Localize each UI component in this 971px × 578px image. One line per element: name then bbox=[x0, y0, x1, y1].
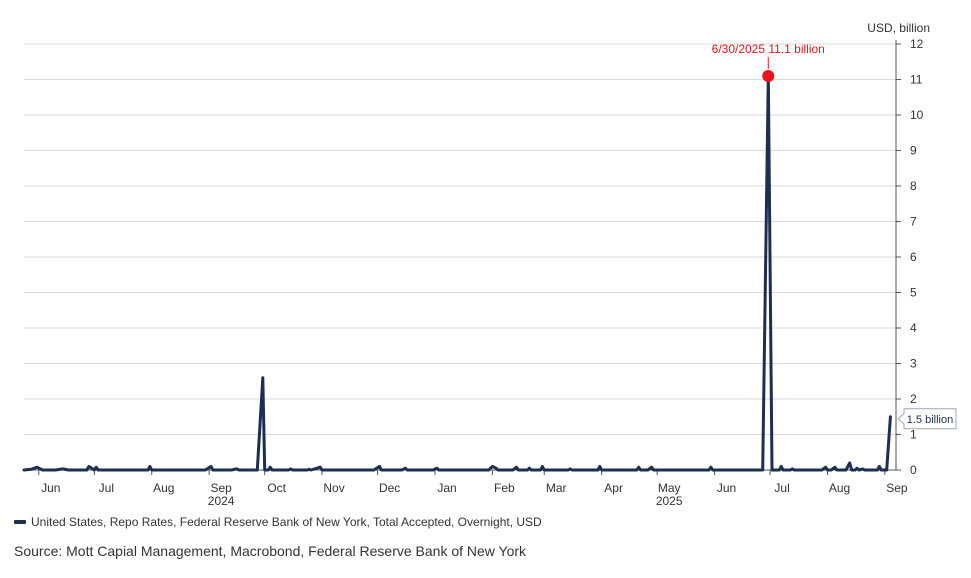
x-tick-label: Jun bbox=[717, 481, 736, 495]
value-callout: 1.5 billion bbox=[907, 414, 953, 426]
y-tick-label: 3 bbox=[910, 357, 917, 371]
y-tick-label: 5 bbox=[910, 286, 917, 300]
x-year-label: 2024 bbox=[208, 494, 235, 508]
legend-label: United States, Repo Rates, Federal Reser… bbox=[31, 515, 542, 529]
source-note: Source: Mott Capial Management, Macrobon… bbox=[14, 543, 527, 559]
x-year-label: 2025 bbox=[656, 494, 683, 508]
y-tick-label: 6 bbox=[910, 250, 917, 264]
peak-annotation: 6/30/2025 11.1 billion bbox=[712, 42, 825, 56]
y-tick-label: 8 bbox=[910, 179, 917, 193]
value-callout-box bbox=[897, 408, 957, 430]
x-tick-label: Aug bbox=[153, 481, 174, 495]
x-tick-label: Sep bbox=[886, 481, 908, 495]
y-tick-label: 1 bbox=[910, 428, 917, 442]
x-tick-label: Jul bbox=[774, 481, 789, 495]
annotation-layer: 6/30/2025 11.1 billion 1.5 billion bbox=[712, 42, 957, 430]
x-tick-label: Dec bbox=[379, 481, 400, 495]
y-tick-label: 9 bbox=[910, 144, 917, 158]
x-tick-label: Jan bbox=[437, 481, 456, 495]
x-tick-label: Sep bbox=[210, 481, 232, 495]
x-tick-label: Feb bbox=[494, 481, 515, 495]
x-tick-label: Mar bbox=[546, 481, 567, 495]
x-tick-label: Apr bbox=[604, 481, 623, 495]
series-line bbox=[22, 74, 892, 472]
y-tick-label: 0 bbox=[910, 463, 917, 477]
peak-marker bbox=[762, 69, 775, 82]
y-tick-label: 11 bbox=[910, 73, 923, 87]
series-layer bbox=[22, 74, 892, 472]
y-tick-label: 2 bbox=[910, 392, 917, 406]
legend: United States, Repo Rates, Federal Reser… bbox=[14, 515, 542, 529]
y-tick-label: 4 bbox=[910, 321, 917, 335]
y-unit-label: USD, billion bbox=[867, 21, 930, 35]
y-tick-label: 7 bbox=[910, 215, 917, 229]
legend-swatch bbox=[14, 520, 26, 524]
gridlines bbox=[24, 43, 896, 471]
x-tick-label: Jun bbox=[41, 481, 60, 495]
x-tick-label: Jul bbox=[99, 481, 114, 495]
x-tick-label: Nov bbox=[323, 481, 344, 495]
y-tick-label: 12 bbox=[910, 37, 924, 51]
x-axis: Jun Jul Aug Sep Oct Nov Dec Jan Feb Mar Apr May Jun J… bbox=[38, 470, 908, 508]
x-tick-label: Aug bbox=[829, 481, 850, 495]
x-tick-label: May bbox=[658, 481, 681, 495]
y-tick-label: 10 bbox=[910, 108, 924, 122]
x-tick-label: Oct bbox=[267, 481, 286, 495]
